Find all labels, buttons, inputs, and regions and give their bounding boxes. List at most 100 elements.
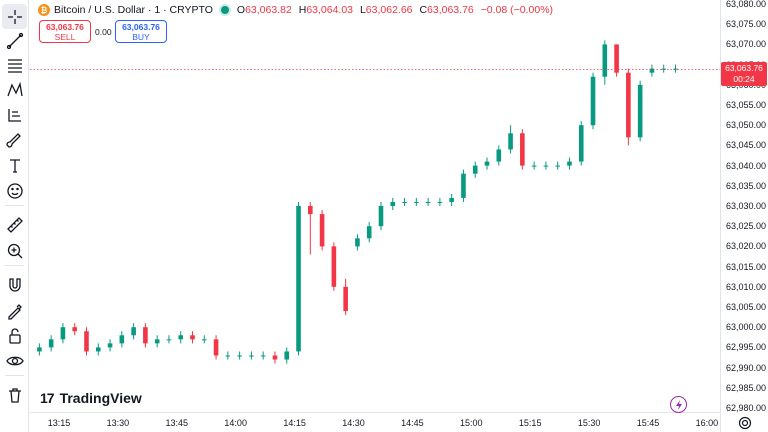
candle-body — [637, 84, 643, 138]
price-axis[interactable] — [720, 0, 768, 432]
candle — [531, 161, 537, 170]
price-tick-label: 62,985.00 — [726, 382, 767, 393]
candle — [649, 64, 655, 77]
candle-body — [472, 165, 478, 174]
candle — [84, 327, 89, 356]
price-tick-label: 63,035.00 — [726, 180, 767, 191]
candle-body — [37, 347, 42, 352]
candle — [37, 343, 42, 356]
candle-body — [190, 335, 195, 340]
buy-button[interactable]: 63,063.76 BUY — [115, 20, 167, 43]
pattern-icon[interactable] — [2, 77, 27, 102]
candle — [343, 278, 348, 316]
candle-body — [343, 286, 348, 312]
candle — [143, 323, 148, 348]
candle-body — [319, 214, 325, 247]
zoom-in-icon[interactable] — [2, 238, 27, 263]
forecast-icon[interactable] — [2, 102, 27, 127]
candle — [437, 197, 443, 206]
candle-body — [154, 339, 160, 344]
candle-body — [649, 68, 655, 73]
brush-icon[interactable] — [2, 128, 27, 153]
candle — [201, 335, 207, 344]
text-icon[interactable] — [2, 153, 27, 178]
flash-icon[interactable] — [670, 396, 687, 413]
candle — [543, 161, 549, 170]
lock-icon[interactable] — [2, 323, 27, 348]
time-tick-label: 15:15 — [518, 418, 542, 428]
time-tick-label: 15:45 — [636, 418, 660, 428]
candle — [520, 129, 525, 170]
price-tick-label: 63,055.00 — [726, 100, 767, 110]
candle-body — [425, 201, 431, 203]
candle — [296, 201, 301, 356]
fib-icon[interactable] — [2, 52, 27, 77]
time-tick-label: 13:30 — [106, 418, 130, 428]
candle-body — [225, 355, 231, 357]
candle — [567, 157, 572, 170]
symbol-legend: ₿ Bitcoin / U.S. Dollar · 1 · CRYPTO O63… — [38, 2, 557, 18]
ruler-icon[interactable] — [2, 212, 27, 237]
candle — [472, 161, 478, 178]
candle-body — [673, 68, 678, 70]
price-tick-label: 63,030.00 — [726, 201, 767, 211]
candle-body — [531, 165, 537, 167]
candle-body — [437, 201, 443, 203]
candle-body — [567, 161, 572, 166]
price-tick-label: 63,075.00 — [726, 19, 767, 30]
time-tick-label: 16:00 — [695, 418, 719, 428]
candle-body — [201, 339, 207, 341]
gear-icon[interactable] — [738, 416, 752, 430]
candle-body — [178, 335, 184, 340]
candle-body — [48, 339, 54, 348]
magnet-icon[interactable] — [2, 272, 27, 297]
candle — [48, 335, 54, 352]
price-tick-label: 63,000.00 — [726, 322, 767, 333]
candle — [131, 323, 136, 340]
candle-body — [213, 339, 219, 356]
tradingview-logo[interactable]: 17 TradingView — [40, 390, 142, 406]
candle-body — [237, 355, 242, 357]
bitcoin-icon: ₿ — [38, 4, 50, 16]
candle-body — [355, 238, 360, 247]
market-open-icon — [218, 4, 231, 16]
lock-draw-icon[interactable] — [2, 298, 27, 323]
symbol-title[interactable]: Bitcoin / U.S. Dollar · 1 · CRYPTO — [54, 4, 213, 16]
candle — [107, 339, 113, 352]
sell-button[interactable]: 63,063.76 SELL — [39, 20, 91, 43]
candle — [496, 145, 502, 166]
candle — [626, 68, 631, 146]
candle-body — [602, 44, 608, 77]
candlestick-chart[interactable] — [30, 0, 720, 410]
crosshair-icon[interactable] — [2, 4, 27, 29]
price-tick-label: 62,995.00 — [726, 342, 767, 353]
candle-body — [119, 335, 125, 344]
time-axis[interactable] — [30, 412, 720, 432]
candle-body — [626, 72, 631, 138]
candle — [366, 222, 372, 243]
candle-body — [543, 165, 549, 167]
candle-body — [95, 347, 101, 352]
emoji-icon[interactable] — [2, 178, 27, 203]
price-tick-label: 63,005.00 — [726, 302, 767, 312]
candle — [225, 351, 231, 360]
candle — [95, 343, 101, 356]
candle — [249, 351, 254, 360]
trash-icon[interactable] — [2, 382, 27, 407]
candle — [449, 193, 454, 206]
spread-value: 0.00 — [95, 27, 112, 37]
candle-body — [331, 246, 337, 287]
candle-body — [590, 76, 596, 126]
candle — [260, 351, 266, 360]
candle-body — [414, 201, 419, 203]
candle-body — [508, 133, 513, 150]
time-tick-label: 14:00 — [224, 418, 247, 428]
candle — [72, 323, 78, 336]
price-tick-label: 63,045.00 — [726, 140, 767, 151]
candle — [614, 44, 619, 77]
trendline-icon[interactable] — [2, 28, 27, 53]
eye-icon[interactable] — [2, 348, 27, 373]
candle-body — [555, 165, 560, 167]
candle — [355, 234, 360, 251]
candle — [661, 64, 667, 73]
